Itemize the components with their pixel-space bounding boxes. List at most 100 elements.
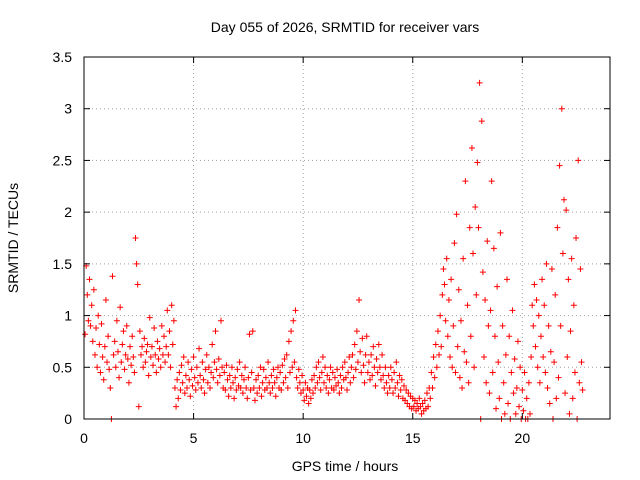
data-point bbox=[222, 387, 229, 394]
data-point bbox=[323, 384, 330, 391]
data-point bbox=[470, 250, 477, 257]
data-point bbox=[423, 390, 430, 397]
x-tick-label: 5 bbox=[190, 430, 198, 446]
data-point bbox=[117, 304, 124, 311]
data-point bbox=[144, 341, 151, 348]
data-point bbox=[400, 382, 407, 389]
data-point bbox=[358, 369, 365, 376]
data-point bbox=[436, 351, 443, 358]
data-point bbox=[171, 384, 178, 391]
data-point bbox=[560, 196, 567, 203]
data-point bbox=[480, 353, 487, 360]
data-point bbox=[119, 341, 126, 348]
data-point bbox=[296, 379, 303, 386]
data-point bbox=[134, 281, 141, 288]
data-point bbox=[571, 369, 578, 376]
data-point bbox=[395, 393, 402, 400]
data-point bbox=[155, 356, 162, 363]
data-point bbox=[91, 351, 98, 358]
data-point bbox=[167, 364, 174, 371]
data-point bbox=[579, 387, 586, 394]
data-point bbox=[148, 343, 155, 350]
data-point bbox=[234, 366, 241, 373]
data-point bbox=[190, 353, 197, 360]
data-point bbox=[122, 351, 129, 358]
x-tick-label: 10 bbox=[295, 430, 311, 446]
data-point bbox=[281, 356, 288, 363]
data-point bbox=[105, 333, 112, 340]
data-point bbox=[438, 343, 445, 350]
data-point bbox=[485, 322, 492, 329]
data-point bbox=[350, 374, 357, 381]
data-point bbox=[325, 390, 332, 397]
data-point bbox=[341, 359, 348, 366]
data-point bbox=[428, 369, 435, 376]
data-point bbox=[317, 387, 324, 394]
data-point bbox=[393, 359, 400, 366]
data-point bbox=[174, 376, 181, 383]
data-point bbox=[348, 364, 355, 371]
y-axis-label: SRMTID / TECUs bbox=[5, 183, 21, 293]
data-point bbox=[322, 364, 329, 371]
data-point bbox=[419, 400, 426, 407]
data-point bbox=[324, 372, 331, 379]
data-point bbox=[463, 359, 470, 366]
data-point bbox=[329, 369, 336, 376]
data-point bbox=[410, 403, 417, 410]
data-point bbox=[576, 379, 583, 386]
data-point bbox=[278, 387, 285, 394]
data-point bbox=[153, 369, 160, 376]
data-point bbox=[292, 307, 299, 314]
data-point bbox=[357, 348, 364, 355]
data-point bbox=[327, 364, 334, 371]
data-point bbox=[337, 372, 344, 379]
data-point bbox=[113, 317, 120, 324]
data-point bbox=[225, 393, 232, 400]
data-point bbox=[96, 341, 103, 348]
data-point bbox=[488, 178, 495, 185]
data-point bbox=[478, 118, 485, 125]
data-point bbox=[215, 356, 222, 363]
data-point bbox=[392, 384, 399, 391]
data-point bbox=[143, 348, 150, 355]
data-point bbox=[381, 384, 388, 391]
data-point bbox=[442, 317, 449, 324]
data-point bbox=[496, 395, 503, 402]
data-point bbox=[464, 302, 471, 309]
data-point bbox=[497, 229, 504, 236]
data-point bbox=[87, 322, 94, 329]
chart-title: Day 055 of 2026, SRMTID for receiver var… bbox=[211, 19, 479, 35]
x-axis-label: GPS time / hours bbox=[292, 458, 399, 474]
data-point bbox=[416, 395, 423, 402]
data-point bbox=[186, 376, 193, 383]
y-tick-label: 2 bbox=[64, 204, 72, 220]
data-point bbox=[240, 376, 247, 383]
data-point bbox=[475, 224, 482, 231]
data-point bbox=[102, 297, 109, 304]
data-point bbox=[364, 369, 371, 376]
data-point bbox=[377, 376, 384, 383]
data-point bbox=[573, 235, 580, 241]
data-point bbox=[299, 372, 306, 379]
data-point bbox=[517, 364, 524, 371]
data-point bbox=[528, 353, 535, 360]
data-point bbox=[567, 328, 574, 335]
data-point bbox=[347, 379, 354, 386]
data-point bbox=[342, 374, 349, 381]
data-point bbox=[141, 335, 148, 342]
data-point bbox=[577, 266, 584, 273]
data-point bbox=[293, 374, 300, 381]
data-point bbox=[391, 369, 398, 376]
data-point bbox=[185, 359, 192, 366]
data-point bbox=[578, 359, 585, 366]
data-point bbox=[262, 374, 269, 381]
data-point bbox=[404, 400, 411, 407]
data-point bbox=[330, 387, 337, 394]
y-tick-label: 1.5 bbox=[53, 256, 73, 272]
data-point bbox=[394, 379, 401, 386]
data-point bbox=[375, 341, 382, 348]
data-point bbox=[531, 281, 538, 288]
data-point bbox=[202, 366, 209, 373]
data-point bbox=[136, 328, 143, 335]
data-point bbox=[494, 283, 501, 290]
